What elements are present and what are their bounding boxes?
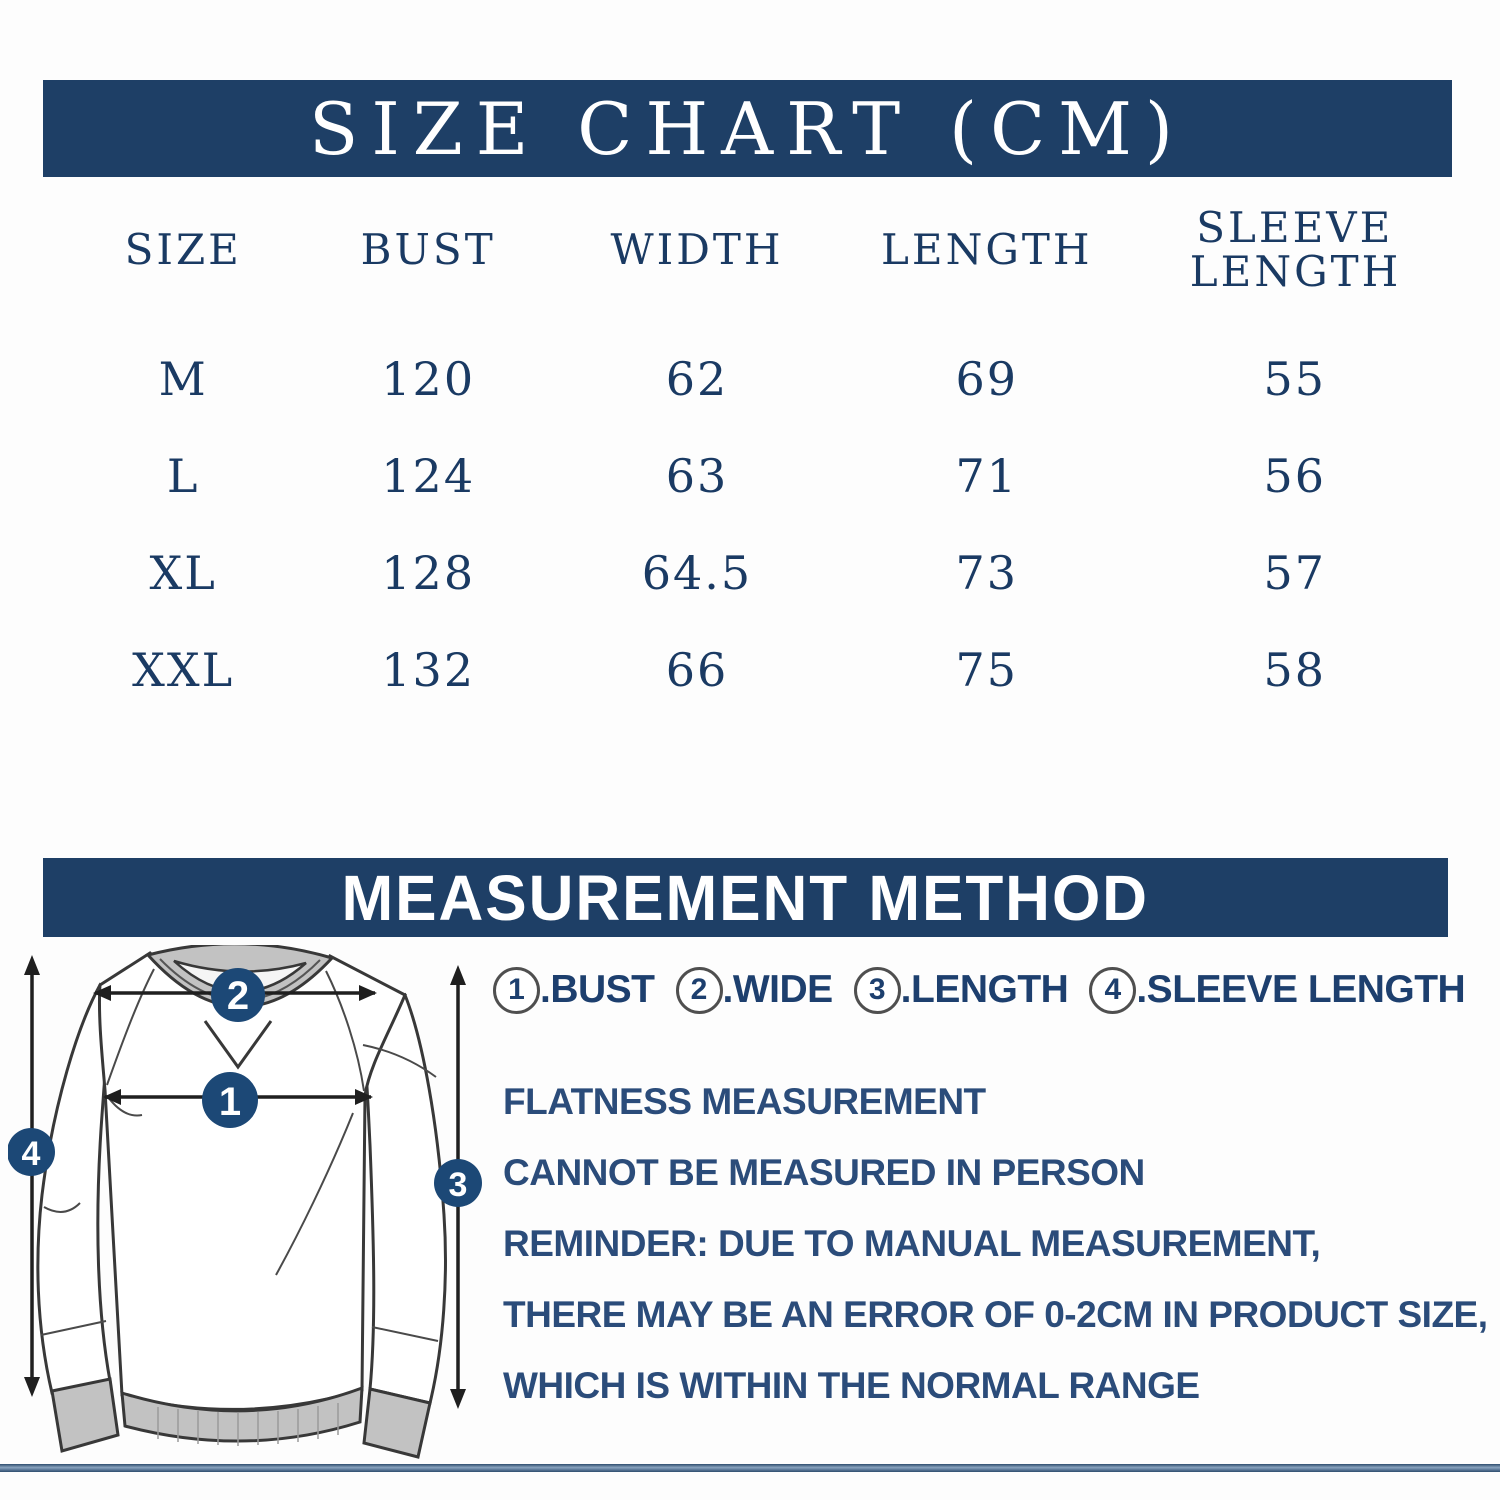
left-cuff	[50, 1377, 120, 1453]
legend-label: .SLEEVE LENGTH	[1136, 968, 1466, 1011]
cell-bust: 128	[381, 545, 476, 600]
cell-bust: 124	[381, 448, 476, 503]
cell-width: 62	[665, 351, 729, 406]
col-header-bust: BUST	[360, 224, 496, 274]
note-line: CANNOT BE MEASURED IN PERSON	[503, 1152, 1145, 1193]
table-body: M 120 62 69 55 L 124 63 71 56 XL 128 64.…	[60, 330, 1460, 718]
badge-4: 4	[8, 1128, 55, 1176]
v-notch	[203, 1020, 273, 1070]
badge-2: 2	[211, 968, 265, 1022]
table-header-row: SIZE BUST WIDTH LENGTH SLEEVE LENGTH	[60, 190, 1460, 310]
col-header-length: LENGTH	[881, 224, 1093, 274]
circled-number-1-icon: 1	[493, 966, 540, 1014]
size-table: SIZE BUST WIDTH LENGTH SLEEVE LENGTH M 1…	[60, 190, 1460, 718]
badge-4-number: 4	[22, 1135, 41, 1173]
measurement-text-block: 1 .BUST 2 .WIDE 3 .LENGTH 4 .SLEEVE LENGTH F…	[493, 962, 1488, 1421]
hem-rib-lines	[157, 1403, 339, 1446]
measurement-notes: FLATNESS MEASUREMENT CANNOT BE MEASURED …	[493, 1066, 1488, 1421]
cell-width: 66	[665, 642, 729, 697]
cell-sleeve: 57	[1263, 545, 1327, 600]
cell-length: 69	[955, 351, 1019, 406]
bottom-divider	[0, 1464, 1500, 1472]
badge-3-number: 3	[449, 1166, 468, 1204]
seam-lines	[40, 968, 439, 1342]
legend-item-sleeve-length: 4 .SLEEVE LENGTH	[1089, 966, 1466, 1014]
measurement-method-banner: MEASUREMENT METHOD	[43, 858, 1448, 937]
table-row-xxl: XXL 132 66 75 58	[60, 621, 1460, 718]
right-cuff	[362, 1387, 432, 1459]
col-header-sleeve-length: SLEEVE LENGTH	[1189, 202, 1402, 296]
size-chart-banner: SIZE CHART (CM)	[43, 80, 1452, 177]
legend-item-bust: 1 .BUST	[493, 966, 655, 1014]
sweatshirt-diagram: 2 1 4 3	[8, 945, 482, 1459]
table-row-xl: XL 128 64.5 73 57	[60, 524, 1460, 621]
legend-label: .LENGTH	[900, 968, 1069, 1011]
cell-width: 63	[665, 448, 729, 503]
legend-label: .WIDE	[722, 968, 834, 1011]
legend-item-length: 3 .LENGTH	[853, 966, 1069, 1014]
table-row-l: L 124 63 71 56	[60, 427, 1460, 524]
legend-label: .BUST	[540, 968, 655, 1011]
note-line: THERE MAY BE AN ERROR OF 0-2CM IN PRODUC…	[503, 1294, 1488, 1335]
table-row-m: M 120 62 69 55	[60, 330, 1460, 427]
hem-band	[120, 1385, 364, 1443]
legend-item-wide: 2 .WIDE	[675, 966, 834, 1014]
note-line: WHICH IS WITHIN THE NORMAL RANGE	[503, 1365, 1200, 1406]
size-chart-title: SIZE CHART (CM)	[309, 86, 1186, 171]
cell-length: 73	[955, 545, 1019, 600]
cell-length: 71	[955, 448, 1019, 503]
measurement-method-title: MEASUREMENT METHOD	[341, 861, 1150, 934]
cell-length: 75	[955, 642, 1019, 697]
cell-size: XXL	[132, 642, 235, 697]
cell-width: 64.5	[641, 545, 753, 600]
badge-1: 1	[202, 1072, 258, 1128]
col-header-width: WIDTH	[610, 224, 784, 274]
cell-bust: 132	[381, 642, 476, 697]
measurement-legend: 1 .BUST 2 .WIDE 3 .LENGTH 4 .SLEEVE LENGTH	[493, 962, 1478, 1018]
cell-sleeve: 55	[1263, 351, 1327, 406]
circled-number-4-icon: 4	[1089, 966, 1137, 1014]
circled-number-2-icon: 2	[675, 966, 723, 1014]
cell-sleeve: 56	[1263, 448, 1327, 503]
note-line: REMINDER: DUE TO MANUAL MEASUREMENT,	[503, 1223, 1321, 1264]
cell-sleeve: 58	[1263, 642, 1327, 697]
col-header-size: SIZE	[124, 224, 242, 274]
badge-2-number: 2	[227, 974, 249, 1018]
cell-size: XL	[149, 545, 217, 600]
circled-number-3-icon: 3	[853, 966, 901, 1014]
cell-size: M	[158, 351, 208, 406]
cell-size: L	[166, 448, 200, 503]
measure-arrow-sleeve-length	[24, 955, 40, 1397]
cell-bust: 120	[381, 351, 476, 406]
badge-1-number: 1	[219, 1080, 241, 1124]
badge-3: 3	[434, 1159, 482, 1207]
note-line: FLATNESS MEASUREMENT	[503, 1081, 986, 1122]
